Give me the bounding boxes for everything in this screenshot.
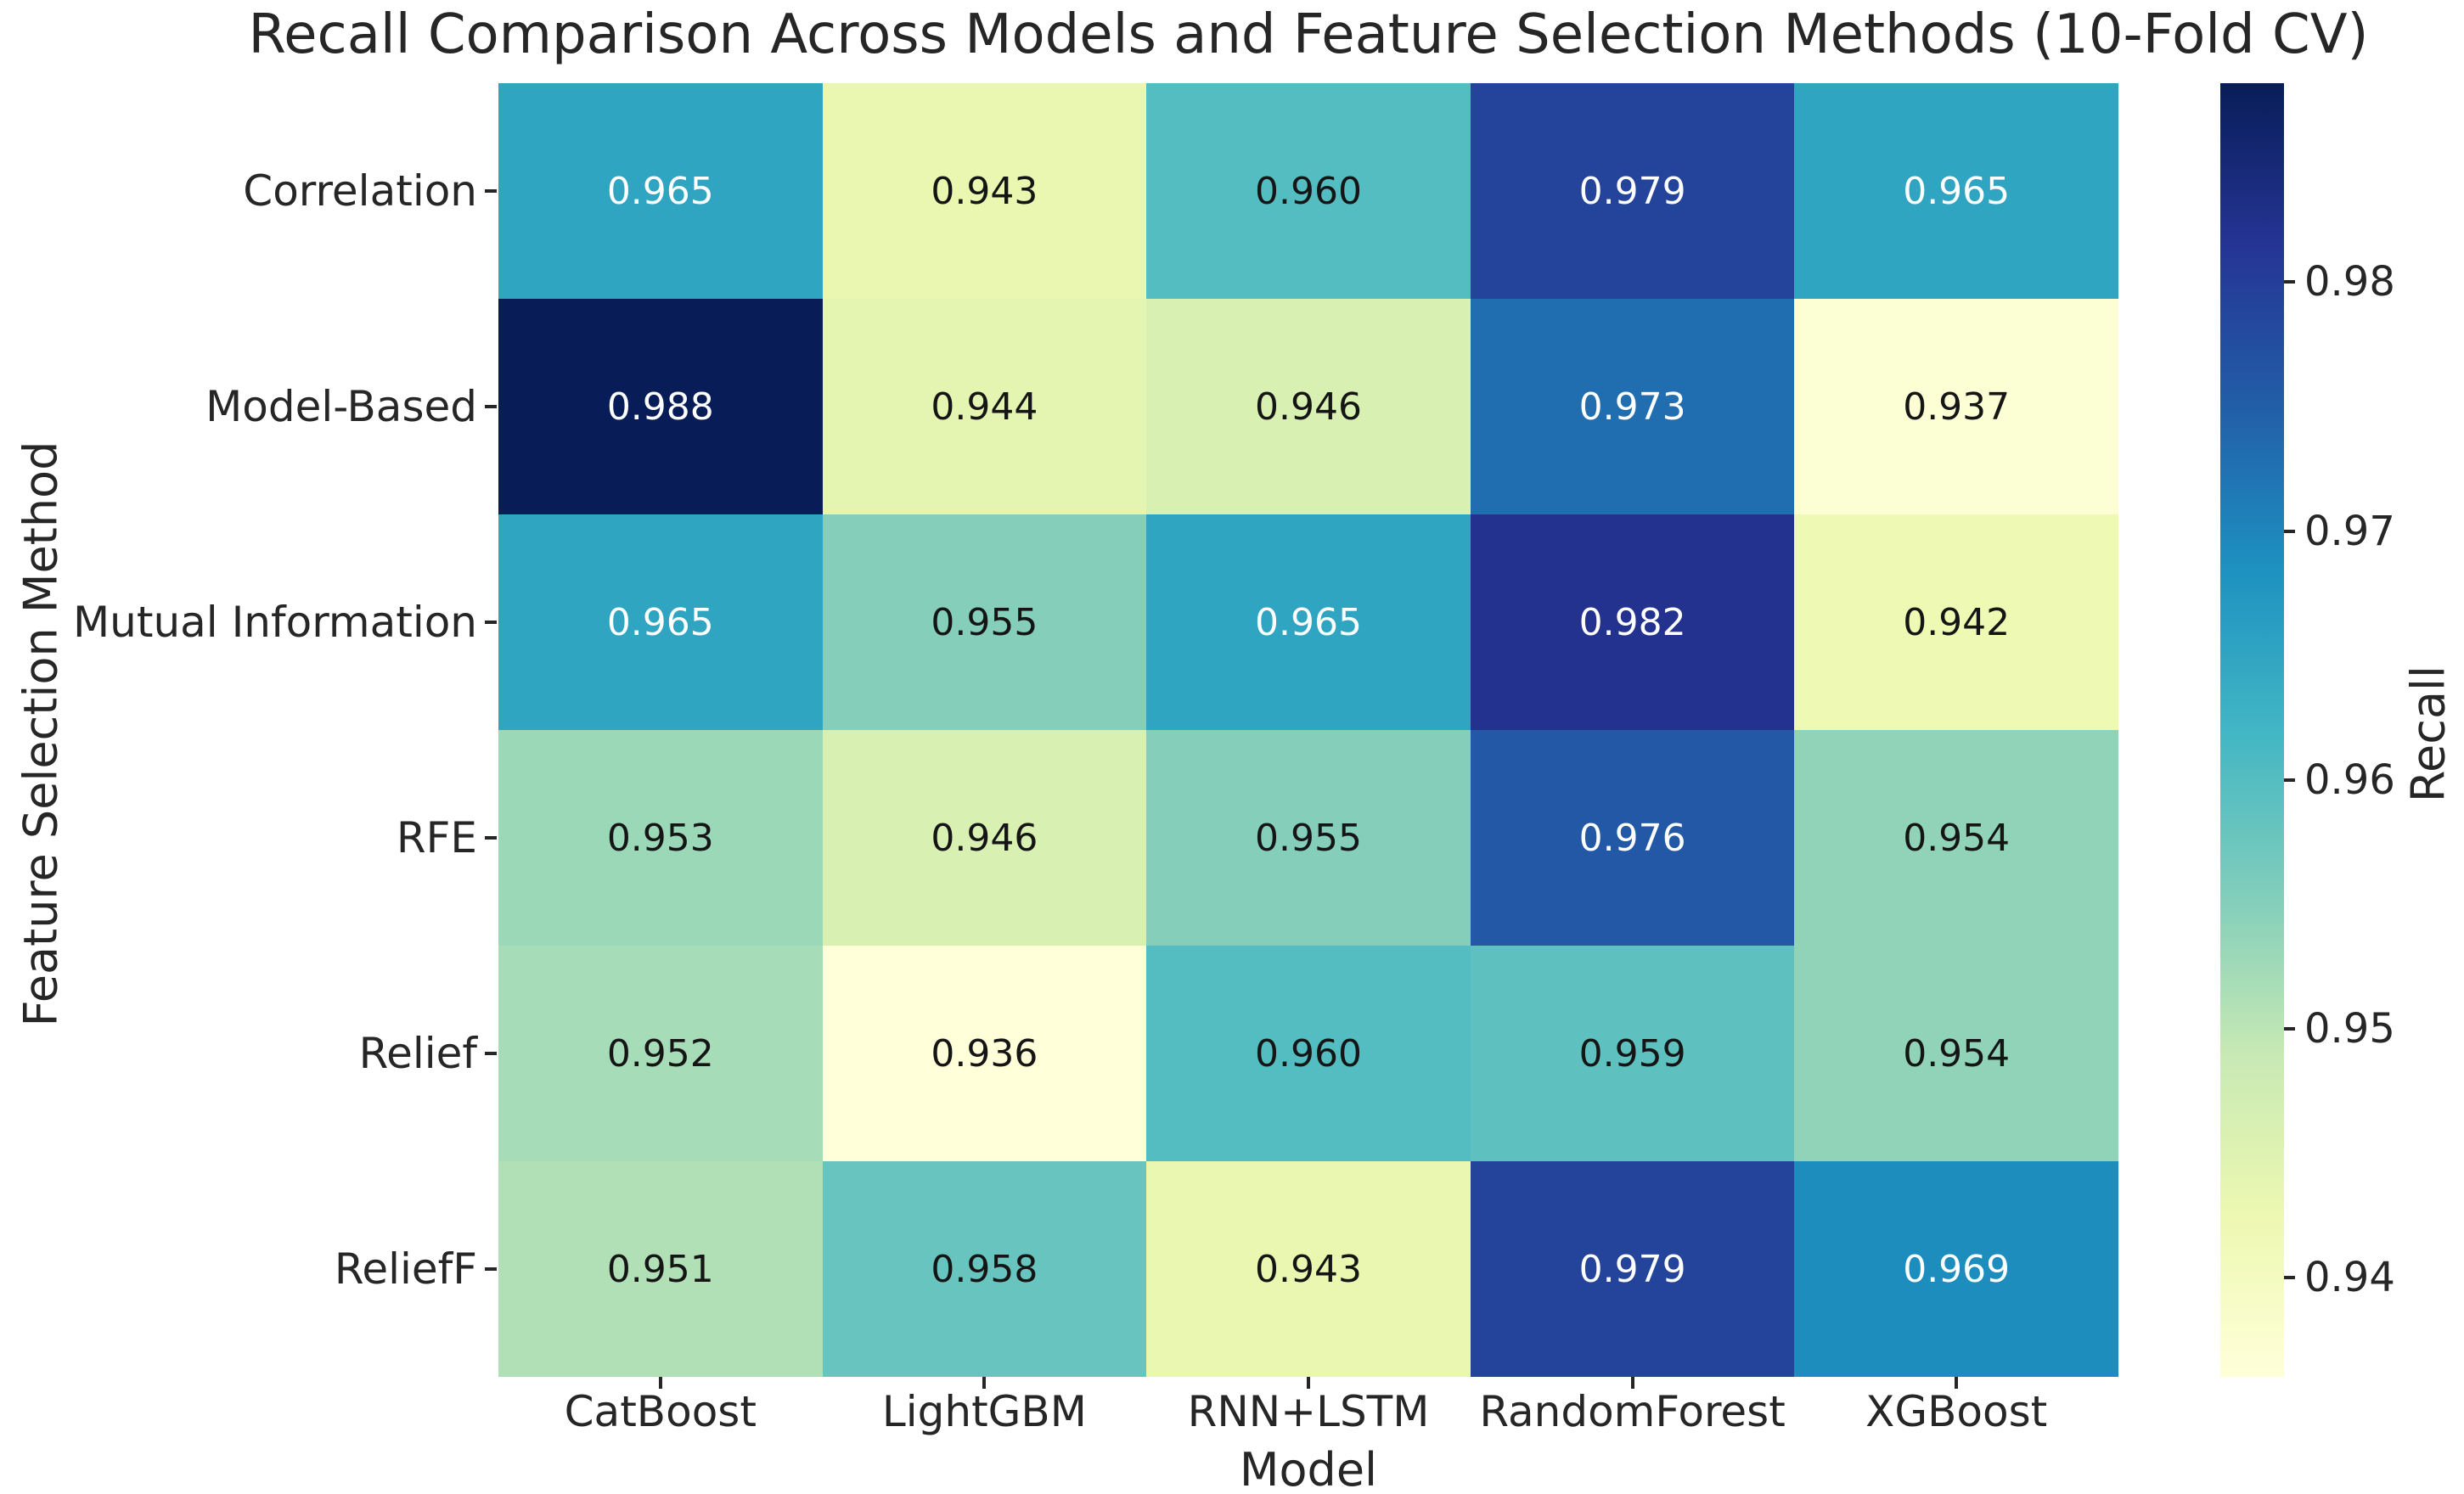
heatmap-cell: 0.973 xyxy=(1470,299,1795,514)
heatmap-cell: 0.943 xyxy=(1146,1161,1471,1377)
x-tick-label: LightGBM xyxy=(881,1387,1087,1436)
x-tick-mark xyxy=(1955,1377,1959,1389)
heatmap-cell: 0.958 xyxy=(822,1161,1147,1377)
heatmap-cell: 0.942 xyxy=(1794,514,2118,730)
heatmap-cell: 0.960 xyxy=(1146,946,1471,1161)
x-tick-mark xyxy=(1630,1377,1634,1389)
colorbar-tick-label: 0.94 xyxy=(2304,1253,2395,1301)
y-tick-mark xyxy=(485,621,497,624)
heatmap-cell: 0.976 xyxy=(1470,730,1795,946)
heatmap-cell: 0.955 xyxy=(1146,730,1471,946)
chart-title: Recall Comparison Across Models and Feat… xyxy=(248,3,2369,66)
heatmap-cell: 0.952 xyxy=(498,946,823,1161)
colorbar-tick-mark xyxy=(2284,1275,2295,1279)
y-tick-label: ReliefF xyxy=(334,1244,477,1294)
heatmap-cell: 0.936 xyxy=(822,946,1147,1161)
y-tick-mark xyxy=(485,405,497,408)
colorbar-tick-mark xyxy=(2284,529,2295,533)
colorbar-tick-label: 0.98 xyxy=(2304,258,2395,306)
x-tick-label: CatBoost xyxy=(564,1387,757,1436)
heatmap-cell: 0.946 xyxy=(1146,299,1471,514)
heatmap-cell: 0.979 xyxy=(1470,83,1795,299)
y-axis-label: Feature Selection Method xyxy=(14,441,68,1027)
heatmap-cell: 0.982 xyxy=(1470,514,1795,730)
heatmap-cell: 0.946 xyxy=(822,730,1147,946)
colorbar-tick-mark xyxy=(2284,778,2295,782)
colorbar-tick-mark xyxy=(2284,280,2295,284)
colorbar-tick-label: 0.96 xyxy=(2304,755,2395,804)
y-tick-label: Mutual Information xyxy=(73,598,477,647)
heatmap-cell: 0.965 xyxy=(1146,514,1471,730)
heatmap-cell: 0.969 xyxy=(1794,1161,2118,1377)
heatmap-cell: 0.954 xyxy=(1794,946,2118,1161)
heatmap-cell: 0.979 xyxy=(1470,1161,1795,1377)
x-tick-label: XGBoost xyxy=(1865,1387,2048,1436)
y-tick-mark xyxy=(485,1052,497,1055)
y-tick-mark xyxy=(485,836,497,840)
colorbar xyxy=(2220,83,2284,1377)
y-tick-label: Relief xyxy=(358,1029,477,1078)
y-tick-mark xyxy=(485,189,497,193)
heatmap-cell: 0.943 xyxy=(822,83,1147,299)
colorbar-tick-label: 0.95 xyxy=(2304,1004,2395,1053)
heatmap-cell: 0.965 xyxy=(498,514,823,730)
x-tick-label: RNN+LSTM xyxy=(1187,1387,1430,1436)
heatmap-cell: 0.955 xyxy=(822,514,1147,730)
y-tick-mark xyxy=(485,1267,497,1271)
x-tick-mark xyxy=(1307,1377,1310,1389)
heatmap-cell: 0.937 xyxy=(1794,299,2118,514)
y-tick-label: Model-Based xyxy=(205,382,477,431)
heatmap-cell: 0.951 xyxy=(498,1161,823,1377)
heatmap-cell: 0.988 xyxy=(498,299,823,514)
heatmap-cell: 0.960 xyxy=(1146,83,1471,299)
x-tick-mark xyxy=(658,1377,662,1389)
colorbar-tick-label: 0.97 xyxy=(2304,507,2395,555)
heatmap-cell: 0.965 xyxy=(1794,83,2118,299)
heatmap-cell: 0.959 xyxy=(1470,946,1795,1161)
x-axis-label: Model xyxy=(1239,1443,1378,1494)
heatmap-grid: 0.965 0.943 0.960 0.979 0.965 0.988 0.944 0.946… xyxy=(498,83,2118,1377)
colorbar-tick-mark xyxy=(2284,1026,2295,1031)
y-tick-label: RFE xyxy=(396,813,477,862)
colorbar-label: Recall xyxy=(2401,665,2456,803)
x-tick-mark xyxy=(982,1377,987,1389)
heatmap-cell: 0.953 xyxy=(498,730,823,946)
x-tick-label: RandomForest xyxy=(1479,1387,1786,1436)
y-tick-label: Correlation xyxy=(243,166,477,216)
heatmap-cell: 0.965 xyxy=(498,83,823,299)
heatmap-cell: 0.954 xyxy=(1794,730,2118,946)
heatmap-cell: 0.944 xyxy=(822,299,1147,514)
